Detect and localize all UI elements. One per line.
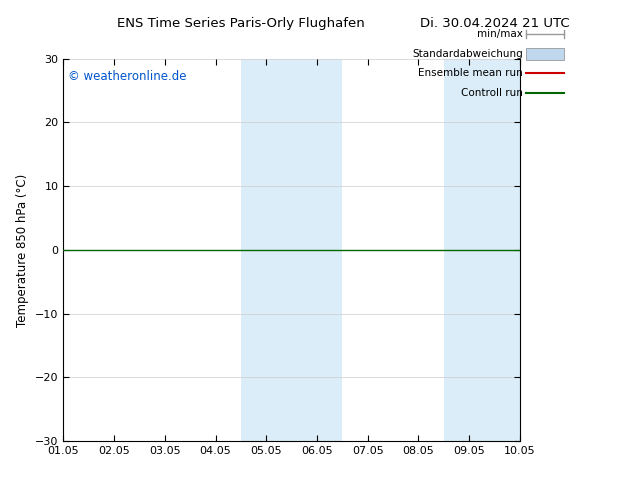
Bar bbox=[241, 59, 292, 441]
Y-axis label: Temperature 850 hPa (°C): Temperature 850 hPa (°C) bbox=[16, 173, 30, 326]
Bar bbox=[444, 59, 495, 441]
Text: © weatheronline.de: © weatheronline.de bbox=[68, 70, 186, 83]
Text: Standardabweichung: Standardabweichung bbox=[412, 49, 523, 59]
Text: Ensemble mean run: Ensemble mean run bbox=[418, 69, 523, 78]
Text: Controll run: Controll run bbox=[461, 88, 523, 98]
Text: ENS Time Series Paris-Orly Flughafen: ENS Time Series Paris-Orly Flughafen bbox=[117, 17, 365, 30]
Bar bbox=[292, 59, 342, 441]
Text: Di. 30.04.2024 21 UTC: Di. 30.04.2024 21 UTC bbox=[420, 17, 569, 30]
Text: min/max: min/max bbox=[477, 29, 523, 39]
Bar bbox=[495, 59, 545, 441]
